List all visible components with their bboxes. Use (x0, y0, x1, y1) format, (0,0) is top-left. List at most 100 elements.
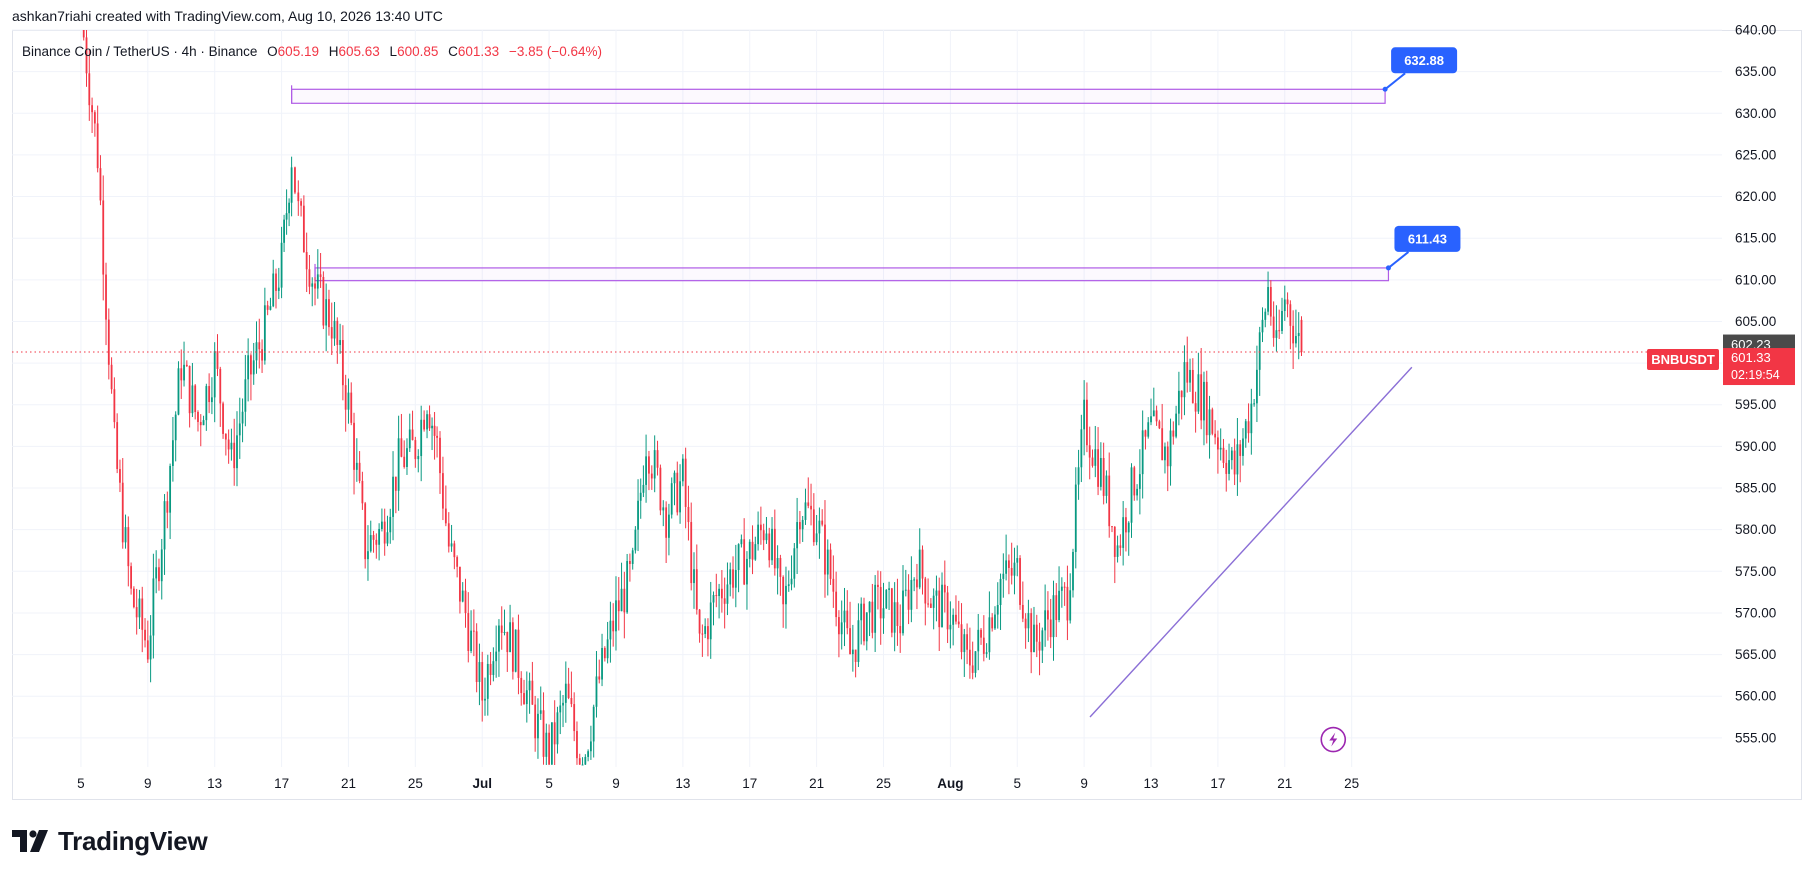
candle-body (821, 520, 824, 525)
candle-body (389, 516, 392, 533)
candle-body (865, 612, 868, 642)
candle-body (971, 665, 974, 673)
candle-body (426, 414, 428, 430)
candle-body (712, 595, 715, 603)
candle-body (857, 620, 860, 662)
candle-body (489, 663, 492, 675)
x-tick-label: 25 (876, 776, 891, 791)
candle-body (355, 462, 358, 470)
candle-body (639, 492, 642, 501)
candle-body (874, 584, 877, 633)
candle-body (840, 622, 843, 635)
candle-body (1094, 449, 1097, 466)
candle-body (1261, 319, 1264, 333)
candle-body (528, 680, 531, 691)
change-value: −3.85 (−0.64%) (508, 44, 603, 59)
candle-body (1105, 475, 1108, 496)
candle-body (110, 364, 113, 390)
candle-body (1161, 428, 1164, 461)
tradingview-logo-text: TradingView (58, 825, 208, 856)
candle-body (1177, 390, 1180, 414)
candle-body (918, 549, 921, 588)
price-chart[interactable]: 632.88 611.43 555.00 560.00 565.00 570.00 575… (0, 0, 1814, 800)
candle-body (707, 626, 709, 640)
candle-body (542, 710, 545, 757)
tradingview-logo: TradingView (12, 825, 208, 856)
candle-body (1027, 613, 1030, 629)
candle-body (1074, 484, 1077, 552)
x-tick-label: 9 (1080, 776, 1088, 791)
candle-body (500, 625, 503, 633)
candle-body (361, 480, 364, 504)
candle-body (879, 586, 882, 619)
y-tick-label: 570.00 (1735, 605, 1776, 620)
candle-body (818, 520, 821, 534)
y-tick-label: 610.00 (1735, 272, 1776, 287)
y-tick-label: 580.00 (1735, 522, 1776, 537)
candle-body (1264, 311, 1267, 320)
candle-body (124, 527, 127, 543)
candle-body (82, 30, 85, 38)
candle-body (732, 569, 734, 588)
candle-body (679, 481, 681, 513)
candle-body (1205, 381, 1208, 436)
candle-body (1203, 381, 1205, 421)
candle-body (615, 600, 617, 632)
candle-body (464, 590, 467, 614)
candle-body (1097, 449, 1099, 487)
candle-body (484, 698, 486, 701)
candle-body (205, 386, 208, 421)
candle-body (428, 414, 431, 429)
candle-body (871, 601, 874, 633)
ohlc-legend: Binance Coin / TetherUS · 4h · Binance O… (22, 44, 602, 59)
candle-body (693, 569, 695, 584)
candle-body (436, 435, 438, 438)
candle-body (1102, 458, 1105, 496)
candle-body (882, 608, 885, 619)
candle-body (690, 522, 693, 584)
x-tick-label: 13 (207, 776, 222, 791)
candle-body (1019, 558, 1021, 605)
x-tick-label: 13 (675, 776, 690, 791)
candle-body (1297, 332, 1300, 337)
candle-body (403, 456, 406, 467)
candle-body (1005, 560, 1008, 574)
candle-body (595, 676, 598, 707)
candle-body (1289, 304, 1292, 326)
candle-body (459, 566, 461, 602)
candle-body (1147, 422, 1150, 437)
candle-body (1116, 545, 1119, 557)
candle-body (977, 629, 980, 652)
candle-body (779, 557, 782, 577)
candle-body (146, 640, 149, 660)
candle-body (478, 662, 481, 683)
candle-body (247, 355, 250, 380)
open-label: O (267, 44, 278, 59)
candle-body (1010, 567, 1013, 576)
candle-body (269, 306, 272, 310)
candle-body (601, 647, 603, 680)
candle-body (397, 438, 400, 491)
x-tick-label: 25 (408, 776, 423, 791)
candle-body (929, 603, 932, 608)
candle-body (687, 506, 690, 523)
candle-body (801, 519, 804, 530)
candle-body (907, 589, 910, 610)
candle-body (411, 429, 414, 441)
candle-body (102, 200, 105, 275)
candle-body (1125, 517, 1127, 533)
candle-body (1292, 325, 1295, 344)
candle-body (835, 591, 838, 618)
y-tick-label: 590.00 (1735, 439, 1776, 454)
candle-body (650, 473, 653, 479)
high-value: 605.63 (338, 44, 380, 59)
candle-body (935, 590, 938, 596)
candle-body (300, 201, 302, 206)
y-tick-label: 640.00 (1735, 23, 1776, 38)
open-value: 605.19 (277, 44, 319, 59)
candle-body (1052, 595, 1055, 638)
candle-body (155, 567, 158, 579)
candle-body (999, 578, 1002, 606)
callout-pointer (1384, 72, 1406, 91)
candle-body (737, 544, 740, 571)
